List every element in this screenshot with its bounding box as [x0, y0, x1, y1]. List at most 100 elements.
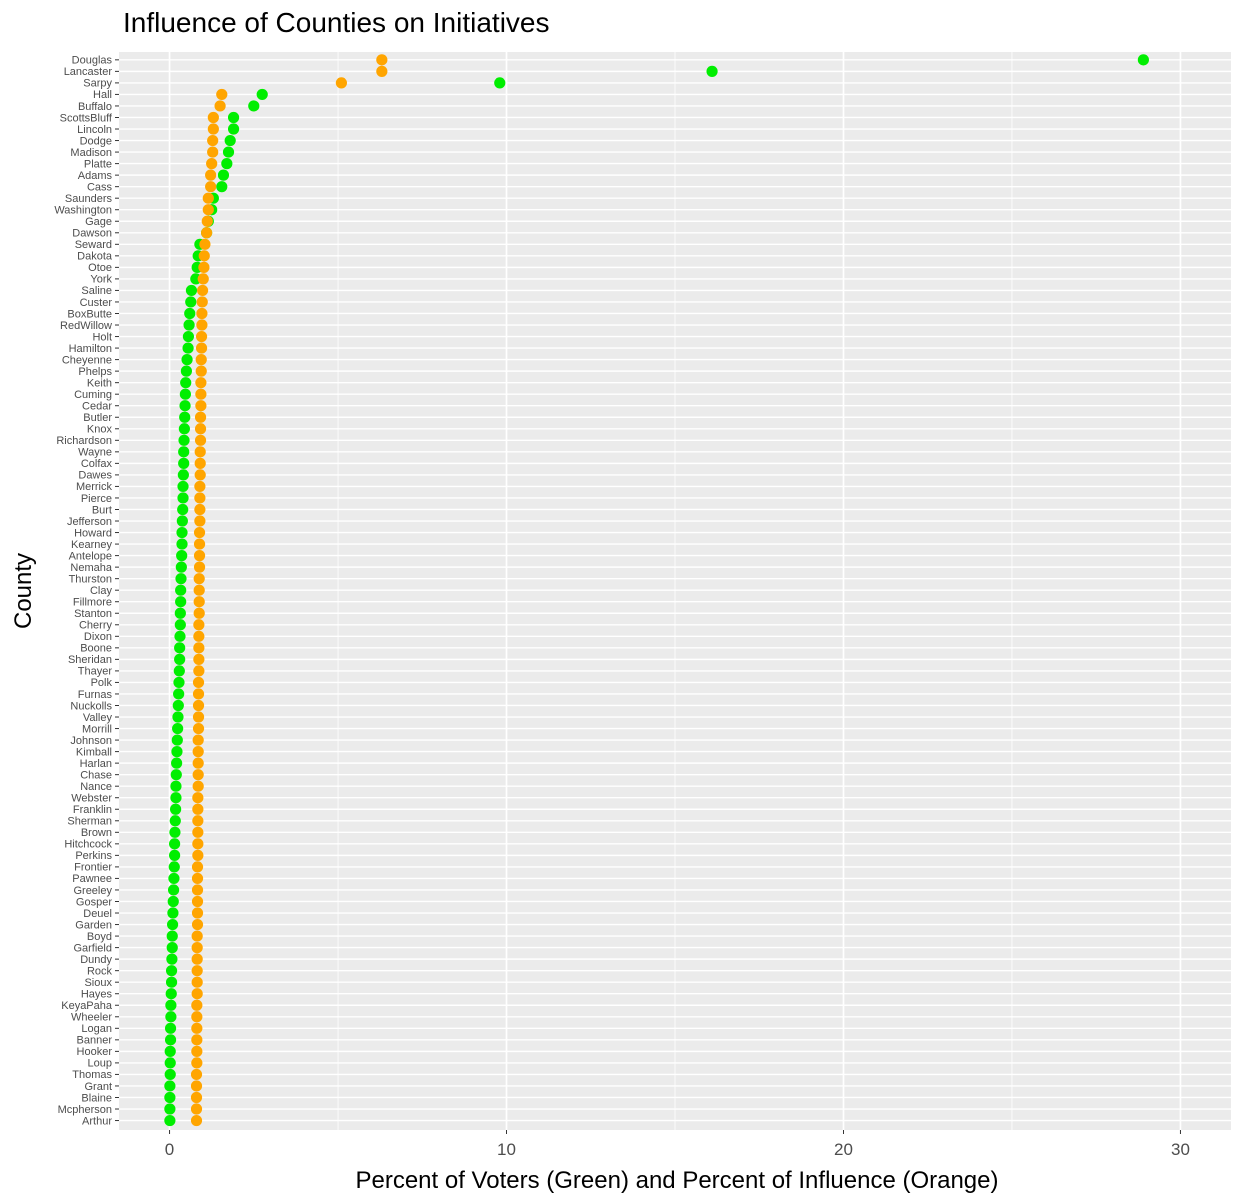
voters-point [178, 434, 190, 446]
y-tick-label: Pierce [81, 493, 112, 505]
voters-point [171, 746, 183, 758]
influence-point [198, 250, 210, 262]
influence-point [191, 895, 204, 908]
y-tick-label: Otoe [88, 262, 112, 274]
voters-point [178, 423, 190, 435]
influence-point [194, 446, 206, 458]
y-tick-label: Cherry [79, 620, 113, 632]
influence-point [190, 1068, 203, 1081]
y-tick-label: Furnas [78, 689, 113, 701]
y-tick-label: Morrill [82, 723, 112, 735]
y-tick-label: Loup [88, 1058, 112, 1070]
y-tick-label: Merrick [76, 481, 113, 493]
influence-point [194, 492, 206, 504]
y-tick-label: Cass [87, 181, 113, 193]
voters-point [166, 930, 178, 942]
y-tick-label: Garfield [73, 942, 112, 954]
y-tick-label: Franklin [73, 804, 112, 816]
voters-point [170, 780, 182, 792]
voters-point [164, 1091, 176, 1104]
y-tick-label: Saline [81, 285, 112, 297]
voters-point [183, 319, 195, 331]
voters-point [164, 1068, 176, 1081]
voters-point [165, 976, 178, 988]
voters-point [224, 134, 236, 147]
voters-point [165, 988, 177, 1000]
influence-point [194, 480, 206, 493]
influence-point [205, 169, 217, 181]
y-tick-label: Sioux [84, 977, 112, 989]
voters-point [168, 861, 180, 873]
influence-point [214, 100, 226, 112]
influence-point [191, 1045, 203, 1057]
influence-point [194, 503, 206, 516]
voters-point [171, 734, 183, 746]
y-tick-label: Burt [92, 504, 112, 516]
influence-point [193, 596, 205, 608]
y-tick-label: Greeley [73, 885, 112, 897]
voters-point [173, 688, 185, 700]
influence-point [192, 780, 204, 792]
voters-point [176, 538, 188, 550]
influence-point [191, 1022, 203, 1034]
y-tick-label: Wayne [78, 447, 112, 459]
influence-point [191, 1057, 203, 1069]
y-tick-label: Garden [75, 919, 112, 931]
y-tick-label: Gage [85, 216, 112, 228]
influence-point [192, 746, 204, 758]
influence-point [202, 192, 214, 204]
voters-point [173, 676, 185, 689]
y-tick-label: Banner [77, 1035, 113, 1047]
voters-point [169, 826, 181, 838]
influence-point [190, 1091, 203, 1104]
influence-point [192, 838, 204, 850]
y-tick-label: Madison [70, 147, 112, 159]
influence-point [192, 688, 205, 700]
voters-point [177, 469, 189, 481]
y-tick-label: Deuel [83, 908, 112, 920]
voters-point [177, 503, 189, 516]
influence-point [195, 388, 207, 400]
voters-point [174, 642, 186, 654]
y-tick-label: Nuckolls [70, 700, 112, 712]
influence-point [193, 584, 205, 596]
y-tick-label: Gosper [76, 896, 112, 908]
voters-point [174, 653, 186, 665]
chart-title: Influence of Counties on Initiatives [123, 7, 549, 38]
influence-point [191, 942, 203, 954]
y-tick-label: Keith [87, 377, 112, 389]
y-tick-label: Custer [80, 297, 113, 309]
voters-point [176, 515, 188, 527]
voters-point [185, 284, 198, 297]
influence-point [195, 400, 207, 412]
voters-point [169, 815, 181, 827]
voters-point [170, 803, 182, 815]
y-tick-label: Fillmore [73, 597, 112, 609]
voters-point [164, 1080, 176, 1092]
x-tick-label: 30 [1171, 1140, 1190, 1159]
y-tick-label: Dawes [78, 470, 112, 482]
voters-point [175, 596, 187, 608]
voters-point [174, 607, 186, 619]
influence-point [191, 965, 203, 977]
y-tick-label: RedWillow [60, 320, 112, 332]
y-tick-label: Johnson [70, 735, 112, 747]
y-tick-label: Stanton [74, 608, 112, 620]
influence-point [193, 538, 206, 550]
influence-point [198, 261, 210, 273]
voters-point [174, 619, 186, 631]
voters-point [172, 722, 184, 735]
y-tick-label: Saunders [65, 193, 113, 205]
y-tick-label: Rock [87, 965, 113, 977]
y-tick-label: Jefferson [67, 516, 112, 528]
voters-point [227, 123, 240, 135]
voters-point [256, 88, 268, 101]
voters-point [164, 1114, 176, 1127]
voters-point [182, 342, 194, 354]
y-tick-label: Frontier [74, 862, 112, 874]
y-tick-label: Knox [87, 424, 113, 436]
y-tick-label: Perkins [75, 850, 112, 862]
y-tick-label: Nemaha [70, 562, 112, 574]
voters-point [167, 884, 180, 896]
influence-point [376, 54, 388, 66]
